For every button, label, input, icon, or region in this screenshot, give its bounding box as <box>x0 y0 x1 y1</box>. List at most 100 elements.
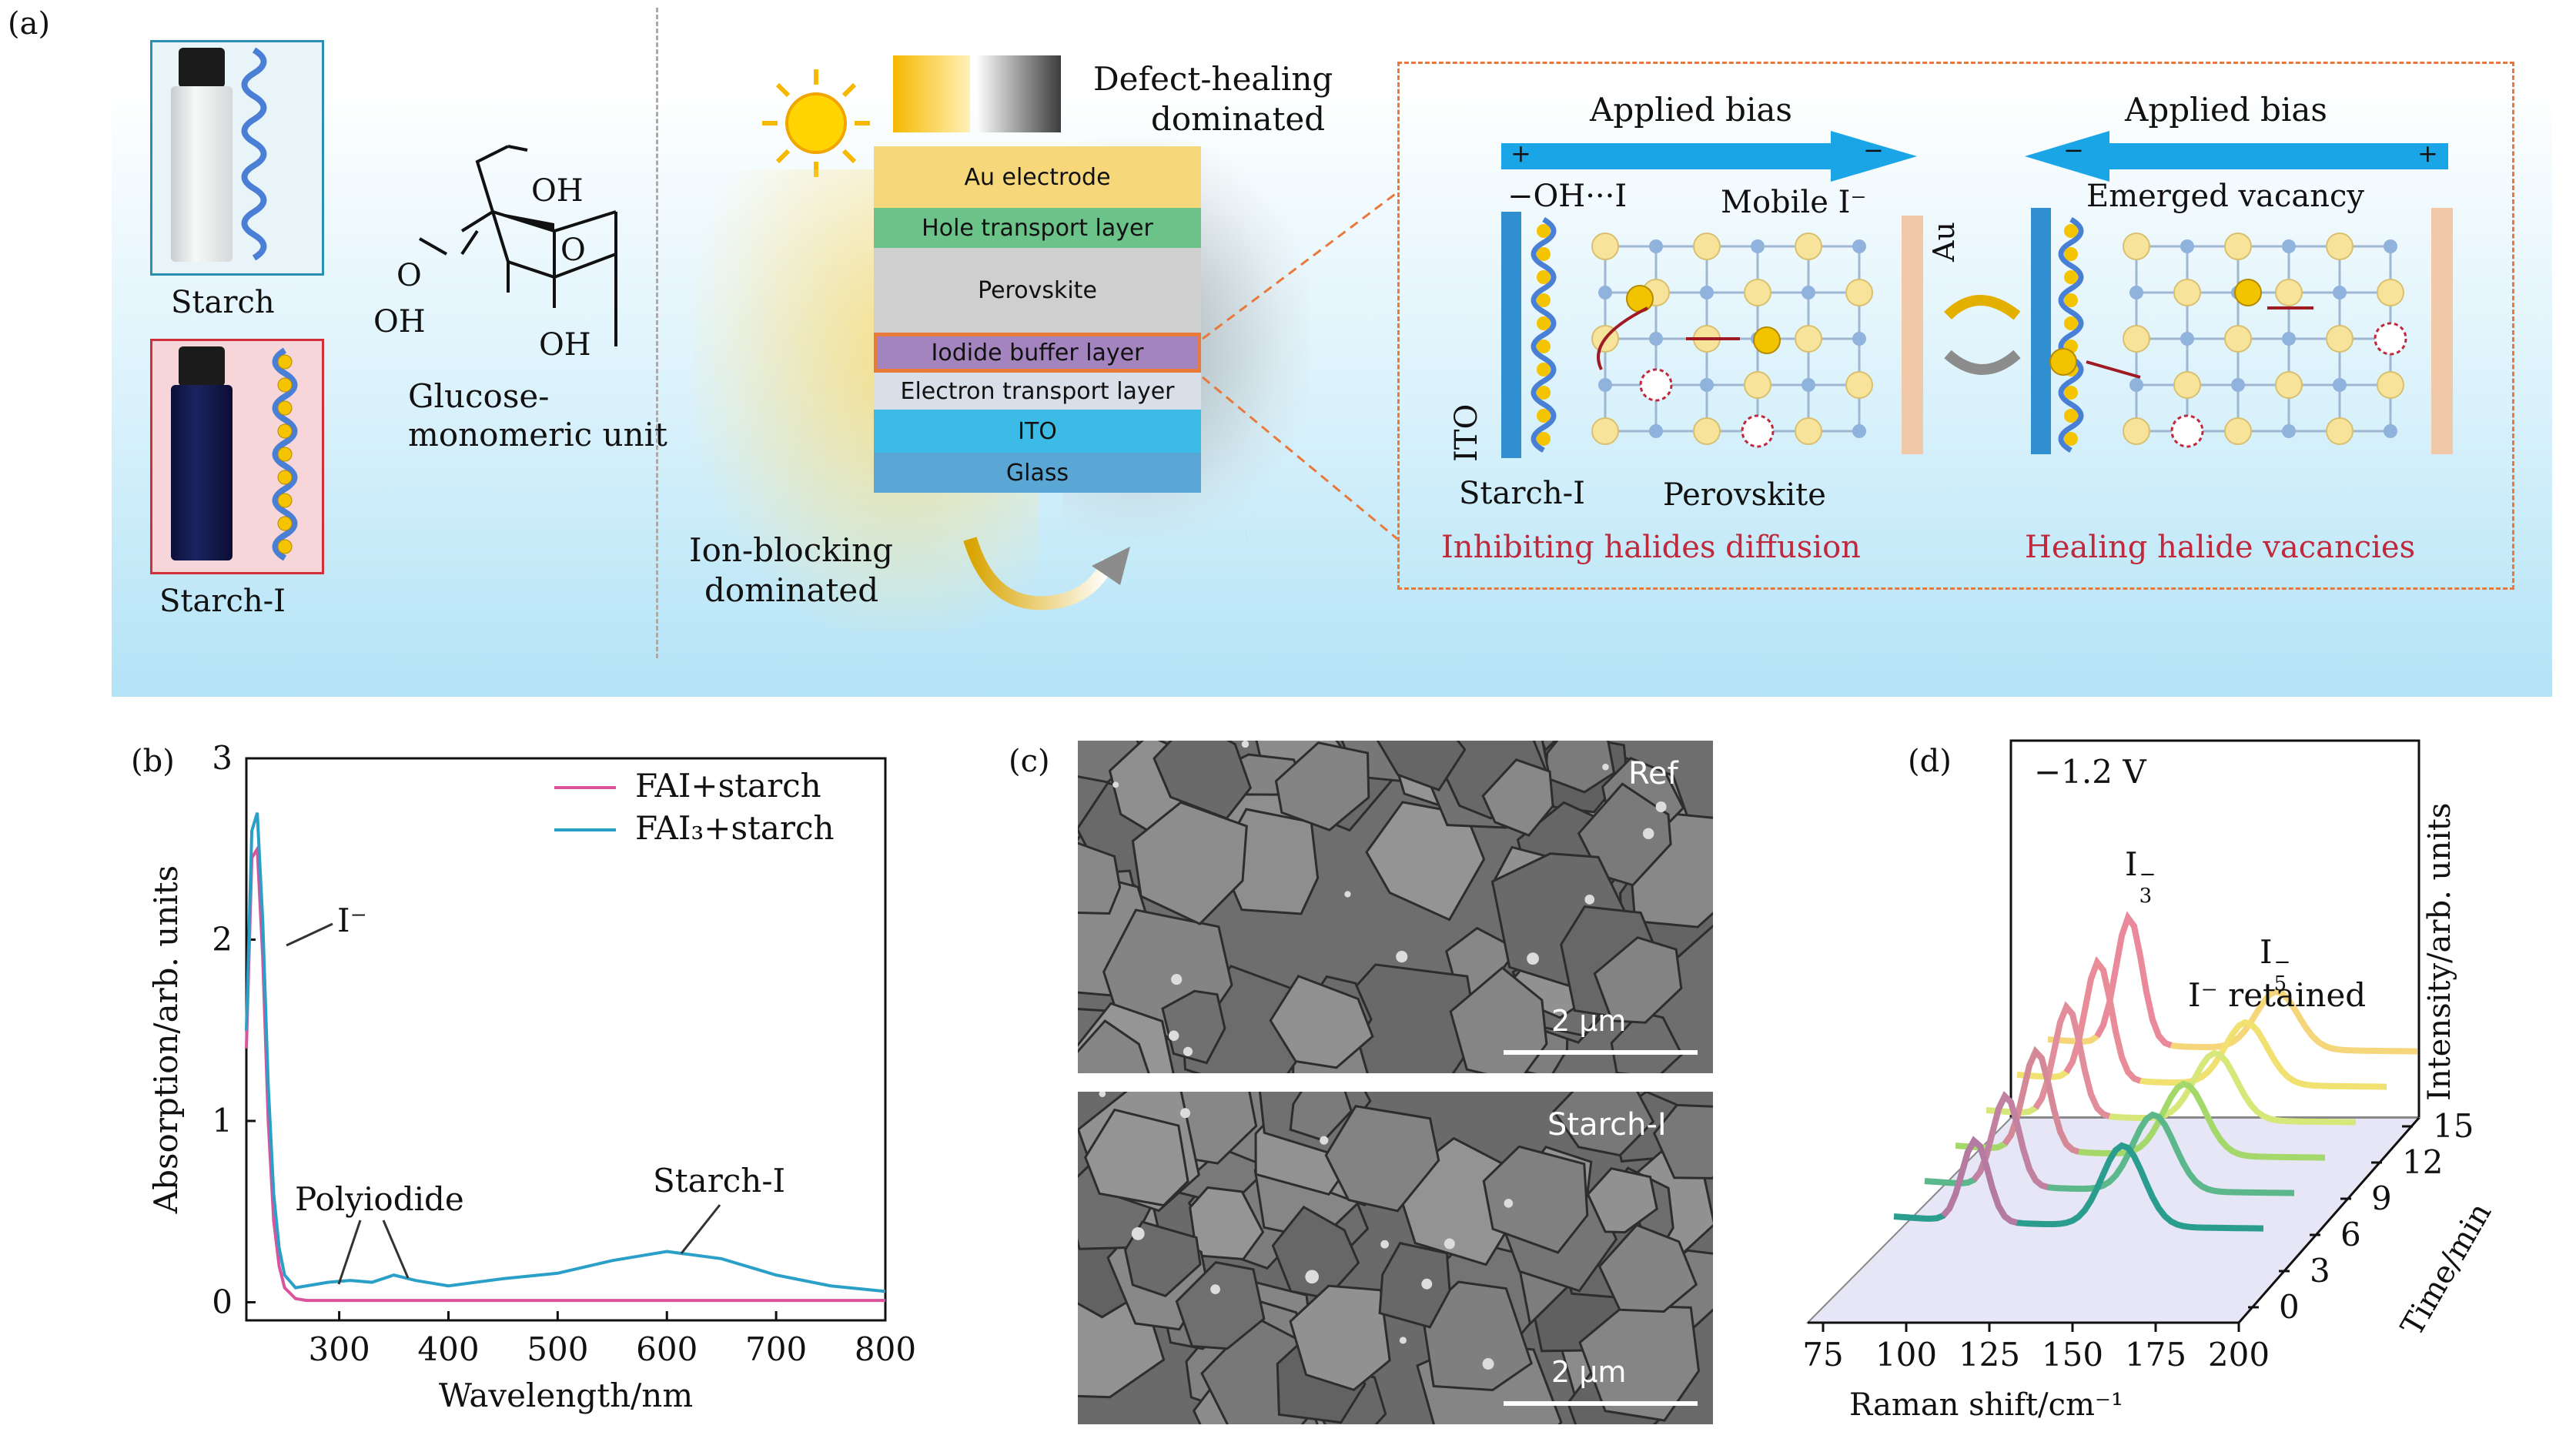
starch-i-label: Starch-I <box>159 584 286 619</box>
y-tick-label: 1 <box>212 1102 233 1139</box>
legend-label: FAI₃+starch <box>635 809 835 847</box>
sem-ref-scale-bar <box>1504 1050 1698 1055</box>
x-tick-label: 600 <box>636 1330 698 1368</box>
grain <box>1175 1260 1266 1350</box>
grain-particle <box>1655 801 1667 812</box>
panel-d-ylabel: Intensity/arb. units <box>2422 802 2457 1101</box>
time-axis <box>2237 1117 2420 1323</box>
panel-d-i-retained: I⁻ retained <box>2188 976 2367 1014</box>
metal-site <box>2333 286 2347 299</box>
metal-site <box>1852 424 1866 438</box>
halide-site <box>1795 417 1822 445</box>
metal-site <box>2333 378 2347 392</box>
halide-site <box>2123 233 2150 260</box>
bound-iodine <box>1537 224 1551 238</box>
dark-gradient-swatch <box>976 55 1061 132</box>
grain-particle <box>1305 1270 1320 1284</box>
layer-ito: ITO <box>874 410 1201 453</box>
grain <box>1482 1145 1589 1254</box>
halide-site <box>2123 417 2150 445</box>
layer-glass: Glass <box>874 453 1201 493</box>
metal-site <box>1649 424 1663 438</box>
bias-plus-left: + <box>1510 139 1531 168</box>
ito-electrode <box>1501 212 1521 458</box>
x-tick-label: 75 <box>1802 1336 1843 1373</box>
bound-iodine <box>2064 432 2078 446</box>
halide-site <box>1845 371 1873 399</box>
x-tick-label: 200 <box>2208 1336 2270 1373</box>
metal-site <box>2282 239 2296 253</box>
metal-site <box>2129 378 2143 392</box>
mobile-iodide-ion <box>2049 348 2077 376</box>
inhibiting-label: Inhibiting halides diffusion <box>1441 530 1861 565</box>
annotation-arrow <box>286 922 333 947</box>
ion-blocking-label-2: dominated <box>704 571 879 609</box>
oh-i-label: −OH···I <box>1507 179 1628 214</box>
light-gradient-swatch <box>893 55 970 132</box>
halide-site <box>2173 279 2201 306</box>
halide-vacancy <box>1639 368 1673 402</box>
metal-site <box>2282 424 2296 438</box>
bound-iodine <box>2064 293 2078 307</box>
annotation-arrow <box>680 1204 721 1254</box>
metal-site <box>2384 424 2397 438</box>
i5-base: I <box>2260 933 2273 971</box>
x-tick-label: 100 <box>1875 1336 1937 1373</box>
applied-bias-label-right: Applied bias <box>2125 91 2327 129</box>
glucose-label-line-2: monomeric unit <box>408 416 667 453</box>
y-axis-label: Absorption/arb. units <box>147 865 185 1214</box>
starch-i-sub-label: Starch-I <box>1459 476 1585 511</box>
layer-iodide-buffer: Iodide buffer layer <box>874 333 1201 373</box>
i5-sup: − <box>2273 951 2291 974</box>
grain-particle <box>1112 781 1119 788</box>
defect-healing-label-1: Defect-healing <box>1093 60 1333 98</box>
perovskite-label: Perovskite <box>1663 477 1826 513</box>
panel-d-i3-label: I −3 <box>2125 845 2156 908</box>
grain-particle <box>1344 891 1351 898</box>
metal-site <box>2180 332 2194 346</box>
annotation-arrow <box>337 1220 362 1285</box>
y-tick-label: 3 <box>212 739 233 777</box>
grain-particle <box>1131 1226 1145 1240</box>
grain-particle <box>1399 1337 1407 1344</box>
grain-particle <box>1099 1092 1106 1098</box>
halide-site <box>2123 325 2150 353</box>
annotation-arrow <box>382 1220 410 1279</box>
x-tick-label: 700 <box>745 1330 807 1368</box>
halide-site <box>1693 417 1721 445</box>
bound-iodine <box>1537 247 1551 261</box>
grain-particle <box>1168 1030 1179 1041</box>
halide-site <box>2326 325 2354 353</box>
bound-iodine <box>2064 386 2078 400</box>
halide-site <box>1744 279 1771 306</box>
bound-iodine <box>1537 293 1551 307</box>
grain <box>1593 936 1683 1024</box>
au-electrode <box>2431 208 2453 454</box>
grain <box>1376 741 1467 791</box>
grain <box>1274 741 1370 831</box>
sem-grains-starch <box>1078 1092 1713 1424</box>
metal-site <box>1598 286 1612 299</box>
panel-d-label: (d) <box>1908 744 1952 779</box>
i3-peak-highlight <box>1940 1136 2019 1226</box>
mechanism-box <box>1397 62 2514 590</box>
y-tick-label: 2 <box>212 920 233 958</box>
halide-site <box>2326 417 2354 445</box>
grain <box>1189 1186 1265 1261</box>
metal-site <box>1802 378 1815 392</box>
i3-sup: − <box>2139 863 2156 886</box>
series-line <box>245 844 885 1303</box>
healing-label: Healing halide vacancies <box>2025 530 2416 565</box>
halide-site <box>2173 371 2201 399</box>
glucose-oh-right: OH <box>539 327 591 363</box>
grain <box>1577 782 1672 887</box>
layer-perovskite: Perovskite <box>874 248 1201 333</box>
panel-c-label: (c) <box>1009 744 1050 779</box>
layer-electron-transport: Electron transport layer <box>874 373 1201 410</box>
applied-bias-label-left: Applied bias <box>1590 91 1792 129</box>
halide-site <box>2377 279 2404 306</box>
